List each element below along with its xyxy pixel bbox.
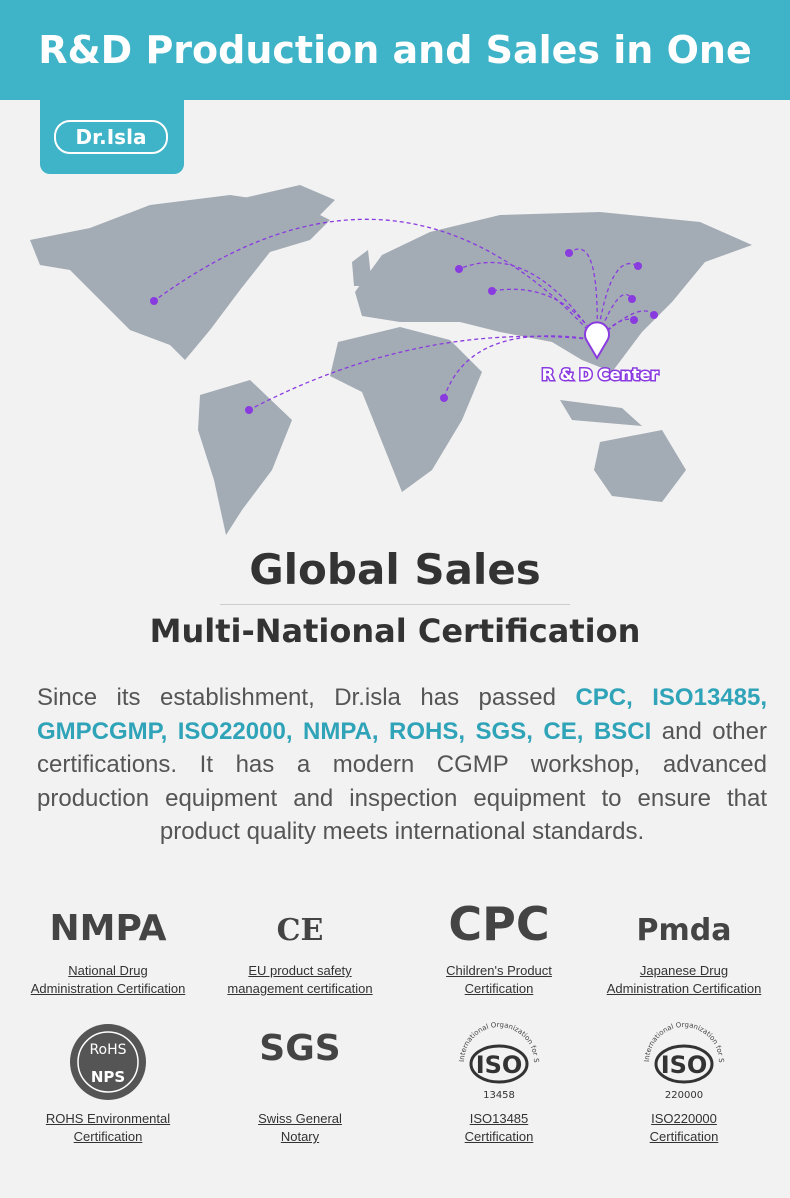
caption-line: ISO220000 bbox=[651, 1111, 717, 1126]
caption-line: Swiss General bbox=[258, 1111, 342, 1126]
cert-caption: ISO13485 Certification bbox=[404, 1110, 594, 1146]
logo-graphic: Pmda bbox=[637, 913, 732, 948]
cert-logo: Pmda bbox=[589, 900, 779, 956]
caption-line: Administration Certification bbox=[30, 981, 186, 996]
desc-lead: Since its establishment, Dr.isla has pas… bbox=[37, 684, 556, 711]
certification: CPC Children's Product Certification bbox=[404, 900, 594, 998]
description: Since its establishment, Dr.isla has pas… bbox=[37, 681, 767, 849]
caption-line: Notary bbox=[280, 1129, 320, 1144]
certification: RoHS NPS ROHS Environmental Certification bbox=[13, 1020, 203, 1146]
logo-graphic: CE bbox=[277, 913, 324, 948]
cert-caption: National Drug Administration Certificatio… bbox=[13, 962, 203, 998]
logo-text: ISO bbox=[476, 1051, 523, 1079]
logo-text: SGS bbox=[259, 1028, 340, 1069]
caption-line: Japanese Drug bbox=[639, 963, 729, 978]
caption-line: EU product safety bbox=[248, 963, 352, 978]
divider bbox=[220, 604, 570, 605]
header-title: R&D Production and Sales in One bbox=[0, 0, 790, 100]
world-map: R & D Center bbox=[30, 185, 752, 535]
caption-line: Administration Certification bbox=[606, 981, 762, 996]
cert-caption: Swiss General Notary bbox=[205, 1110, 395, 1146]
brand-text: Dr.Isla bbox=[54, 120, 168, 154]
cert-caption: ROHS Environmental Certification bbox=[13, 1110, 203, 1146]
caption-line: ISO13485 bbox=[469, 1111, 529, 1126]
certification: International Organization for Standardi… bbox=[589, 1020, 779, 1146]
cert-caption: ISO220000 Certification bbox=[589, 1110, 779, 1146]
cert-logo: International Organization for Standardi… bbox=[404, 1020, 594, 1104]
iso-mark bbox=[469, 1044, 529, 1084]
certification: NMPA National Drug Administration Certific… bbox=[13, 900, 203, 998]
logo-text: Pmda bbox=[637, 913, 732, 948]
logo-text: ISO bbox=[661, 1051, 708, 1079]
certification: CE EU product safety management certificat… bbox=[205, 900, 395, 998]
cert-logo: International Organization for Standardi… bbox=[589, 1020, 779, 1104]
certification: International Organization for Standardi… bbox=[404, 1020, 594, 1146]
caption-line: National Drug bbox=[68, 963, 148, 978]
caption-line: management certification bbox=[227, 981, 373, 996]
logo-text: NPS bbox=[91, 1068, 125, 1086]
brand-logo: Dr.Isla bbox=[40, 100, 184, 174]
desc-rest: and other certifications. It has a moder… bbox=[37, 717, 767, 846]
logo-graphic: RoHS NPS bbox=[70, 1024, 146, 1100]
desc-highlight: CPC, ISO13485, GMPCGMP, ISO22000, NMPA, … bbox=[37, 684, 768, 745]
logo-text: 220000 bbox=[665, 1090, 703, 1101]
caption-line: Certification bbox=[464, 1129, 534, 1144]
caption-line: ROHS Environmental bbox=[45, 1111, 171, 1126]
cert-logo: SGS bbox=[205, 1020, 395, 1104]
iso-mark bbox=[654, 1044, 714, 1084]
cert-logo: NMPA bbox=[13, 900, 203, 956]
cert-logo: RoHS NPS bbox=[13, 1020, 203, 1104]
logo-text: CE bbox=[277, 913, 324, 948]
certification: SGS Swiss General Notary bbox=[205, 1020, 395, 1146]
cert-caption: Japanese Drug Administration Certificatio… bbox=[589, 962, 779, 998]
locations bbox=[150, 249, 658, 414]
logo-graphic: NMPA bbox=[50, 908, 167, 949]
cert-logo: CPC bbox=[404, 900, 594, 956]
seal bbox=[70, 1024, 146, 1100]
cert-logo: CE bbox=[205, 900, 395, 956]
cert-caption: Children's Product Certification bbox=[404, 962, 594, 998]
logo-text: RoHS bbox=[89, 1042, 126, 1058]
logo-graphic: SGS bbox=[259, 1028, 340, 1069]
section-title: Global Sales bbox=[249, 545, 541, 594]
section-subtitle: Multi-National Certification bbox=[149, 612, 641, 650]
seal-ring bbox=[77, 1031, 139, 1093]
caption-line: Certification bbox=[73, 1129, 143, 1144]
map-label: R & D Center bbox=[542, 365, 659, 384]
caption-line: Certification bbox=[464, 981, 534, 996]
logo-text: 13458 bbox=[483, 1090, 515, 1101]
cert-caption: EU product safety management certificatio… bbox=[205, 962, 395, 998]
logo-graphic: International Organization for Standardi… bbox=[619, 1020, 725, 1101]
continents bbox=[30, 185, 752, 535]
logo-text: NMPA bbox=[50, 908, 167, 949]
logo-graphic: International Organization for Standardi… bbox=[434, 1020, 540, 1101]
certification: Pmda Japanese Drug Administration Certific… bbox=[589, 900, 779, 998]
pin bbox=[584, 321, 610, 360]
logo-graphic: CPC bbox=[448, 900, 549, 951]
caption-line: Certification bbox=[649, 1129, 719, 1144]
logo-text: CPC bbox=[448, 900, 549, 951]
caption-line: Children's Product bbox=[446, 963, 552, 978]
